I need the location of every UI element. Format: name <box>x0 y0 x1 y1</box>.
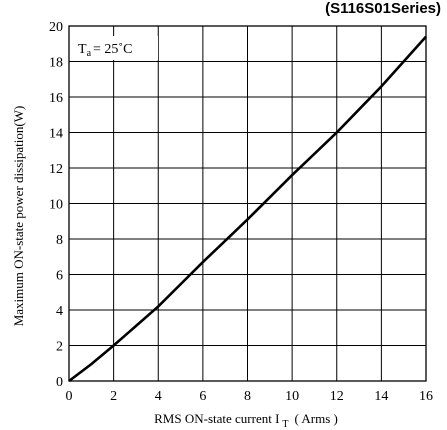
y-tick-label: 18 <box>49 56 63 71</box>
x-axis-label-unit: ( Arms ) <box>295 411 338 426</box>
temperature-annotation: Ta = 25˚C <box>74 36 158 60</box>
x-tick-label: 16 <box>419 389 433 404</box>
x-axis-label: RMS ON-state current I T ( Arms ) <box>154 411 338 430</box>
x-tick-label: 6 <box>199 389 206 404</box>
tick-labels: 0 2 4 6 8 10 12 14 16 0 2 4 6 8 10 12 14 16 18 20 <box>49 20 433 404</box>
y-tick-label: 14 <box>49 127 63 142</box>
plot-frame <box>68 25 427 382</box>
annotation-base: T <box>78 42 87 57</box>
grid <box>69 26 426 381</box>
y-axis-label: Maximum ON-state power dissipation(W) <box>11 106 26 327</box>
y-tick-label: 0 <box>56 375 63 390</box>
y-tick-label: 8 <box>56 233 63 248</box>
x-tick-label: 4 <box>155 389 162 404</box>
y-tick-label: 10 <box>49 198 63 213</box>
y-tick-label: 20 <box>49 20 63 35</box>
y-tick-label: 4 <box>56 304 63 319</box>
x-axis-label-main: RMS ON-state current I <box>154 411 279 426</box>
x-tick-label: 12 <box>330 389 344 404</box>
svg-text:Ta= 25˚C: Ta = 25˚C <box>78 42 132 59</box>
x-tick-label: 0 <box>66 389 73 404</box>
series-line <box>68 35 427 383</box>
x-tick-label: 10 <box>285 389 299 404</box>
annotation-value: = 25˚C <box>93 42 132 57</box>
x-tick-label: 2 <box>110 389 117 404</box>
x-tick-label: 8 <box>244 389 251 404</box>
y-tick-label: 6 <box>56 269 63 284</box>
x-tick-label: 14 <box>374 389 388 404</box>
x-axis-label-sub: T <box>282 419 288 430</box>
y-tick-label: 2 <box>56 340 63 355</box>
annotation-subscript: a <box>87 48 92 59</box>
y-tick-label: 16 <box>49 91 63 106</box>
chart-title: (S116S01Series) <box>325 0 441 17</box>
y-tick-label: 12 <box>49 162 63 177</box>
